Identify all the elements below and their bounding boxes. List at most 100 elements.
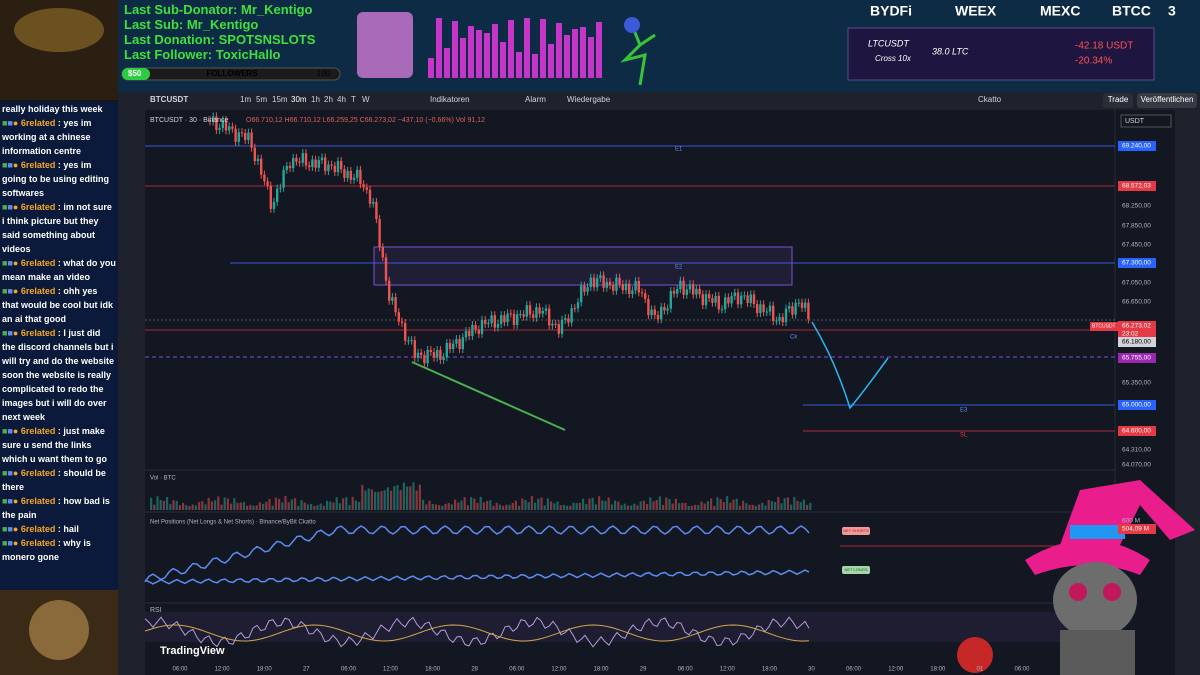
interval[interactable]: 4h bbox=[337, 95, 346, 104]
candle-body bbox=[544, 308, 548, 312]
candle-body bbox=[487, 323, 490, 325]
candle-body bbox=[266, 181, 269, 186]
candle-body bbox=[560, 319, 564, 334]
volume-bar bbox=[297, 505, 300, 510]
candle-body bbox=[612, 285, 615, 291]
volume-bar bbox=[754, 505, 757, 510]
volume-bar bbox=[191, 504, 194, 510]
volume-bar bbox=[268, 498, 271, 510]
interval[interactable]: 1h bbox=[311, 95, 320, 104]
volume-bar bbox=[338, 503, 341, 510]
goal-fill bbox=[122, 68, 150, 80]
candle-body bbox=[500, 315, 503, 325]
volume-bar bbox=[694, 504, 697, 510]
interval[interactable]: 5m bbox=[256, 95, 267, 104]
candle-body bbox=[340, 161, 343, 170]
volume-bar bbox=[287, 502, 290, 510]
rsi-ma bbox=[144, 624, 810, 642]
volume-bar bbox=[700, 501, 703, 510]
price-tag bbox=[1118, 181, 1156, 191]
candle-body bbox=[666, 308, 669, 311]
candle-body bbox=[781, 317, 784, 323]
interval[interactable]: T bbox=[351, 95, 356, 104]
ohlc: O66.710,12 H66.710,12 L66.259,25 C66.273… bbox=[246, 117, 485, 124]
candle-body bbox=[407, 340, 410, 342]
eq-bar bbox=[500, 42, 506, 78]
net-shorts-line bbox=[144, 525, 810, 583]
candle-body bbox=[532, 314, 535, 318]
volume-bar bbox=[466, 505, 469, 510]
eq-bar bbox=[588, 37, 594, 78]
replay: Wiedergabe bbox=[567, 95, 611, 104]
candle-body bbox=[295, 157, 298, 162]
interval[interactable]: 15m bbox=[272, 95, 288, 104]
price-label: 67.850,00 bbox=[1122, 223, 1151, 230]
chat-text: : ohh yes that would be cool but idk an … bbox=[2, 286, 113, 324]
volume-bar bbox=[278, 498, 281, 510]
volume-bar bbox=[713, 505, 716, 510]
volume-bar bbox=[434, 504, 437, 510]
candle-body bbox=[784, 308, 788, 323]
price-tag bbox=[1118, 258, 1156, 268]
candle-body bbox=[602, 275, 605, 288]
volume-bar bbox=[354, 500, 357, 510]
interval[interactable]: W bbox=[362, 95, 370, 104]
volume-bar bbox=[751, 504, 754, 510]
candle-body bbox=[237, 132, 240, 142]
volume-bar bbox=[671, 503, 674, 510]
candle-body bbox=[301, 153, 304, 163]
position-card bbox=[847, 27, 1155, 81]
candle-body bbox=[791, 306, 794, 315]
volume-bar bbox=[502, 505, 505, 510]
volume-bar bbox=[489, 500, 492, 510]
symbol-tag bbox=[1090, 322, 1118, 331]
chat-message: ■■● 6related : yes im going to be using … bbox=[2, 158, 116, 200]
candle-body bbox=[480, 319, 484, 334]
projection bbox=[811, 321, 889, 410]
interval[interactable]: 30m bbox=[291, 95, 307, 104]
time-label: 27 bbox=[303, 667, 310, 673]
interval[interactable]: 1m bbox=[240, 95, 251, 104]
candle-body bbox=[660, 306, 663, 320]
volume-bar bbox=[217, 496, 220, 510]
chat-message: ■■● 6related : should be there bbox=[2, 466, 116, 494]
interval[interactable]: 2h bbox=[324, 95, 333, 104]
candle-body bbox=[474, 324, 477, 330]
volume-bar bbox=[809, 502, 812, 510]
volume-bar bbox=[162, 501, 165, 510]
candle-body bbox=[656, 314, 660, 320]
volume-bar bbox=[646, 504, 649, 510]
volume-bar bbox=[226, 498, 229, 510]
volume-bar bbox=[703, 503, 706, 510]
volume-bar bbox=[726, 496, 729, 510]
volume-bar bbox=[265, 501, 268, 510]
flower bbox=[620, 19, 656, 86]
volume-bar bbox=[687, 505, 690, 510]
candle-body bbox=[298, 161, 301, 163]
eq-bar bbox=[540, 19, 546, 78]
chat-user: 6related bbox=[20, 118, 56, 128]
eq-bar bbox=[508, 20, 514, 78]
level-marker: E1 bbox=[675, 147, 683, 153]
candles bbox=[208, 112, 810, 368]
volume-bar bbox=[610, 504, 613, 510]
volume-bar bbox=[214, 500, 217, 510]
chat-text: : hail bbox=[57, 524, 79, 534]
candle-body bbox=[688, 284, 692, 290]
candle-body bbox=[541, 311, 544, 314]
net-axis-tag bbox=[1118, 524, 1156, 534]
time-label: 06:00 bbox=[172, 667, 188, 673]
chat-message: really holiday this week bbox=[2, 102, 116, 116]
volume-bar bbox=[454, 499, 457, 510]
net-title: Net Positions (Net Longs & Net Shorts) ·… bbox=[150, 520, 316, 526]
volume-bar bbox=[377, 491, 380, 510]
volume-bar bbox=[578, 502, 581, 510]
candle-body bbox=[567, 318, 570, 323]
volume-bar bbox=[178, 505, 181, 510]
candle-body bbox=[637, 280, 640, 293]
volume-bar bbox=[534, 502, 537, 510]
volume-bar bbox=[722, 502, 725, 510]
volume-bar bbox=[233, 498, 236, 510]
candle-body bbox=[708, 294, 711, 299]
candle-body bbox=[359, 169, 362, 185]
